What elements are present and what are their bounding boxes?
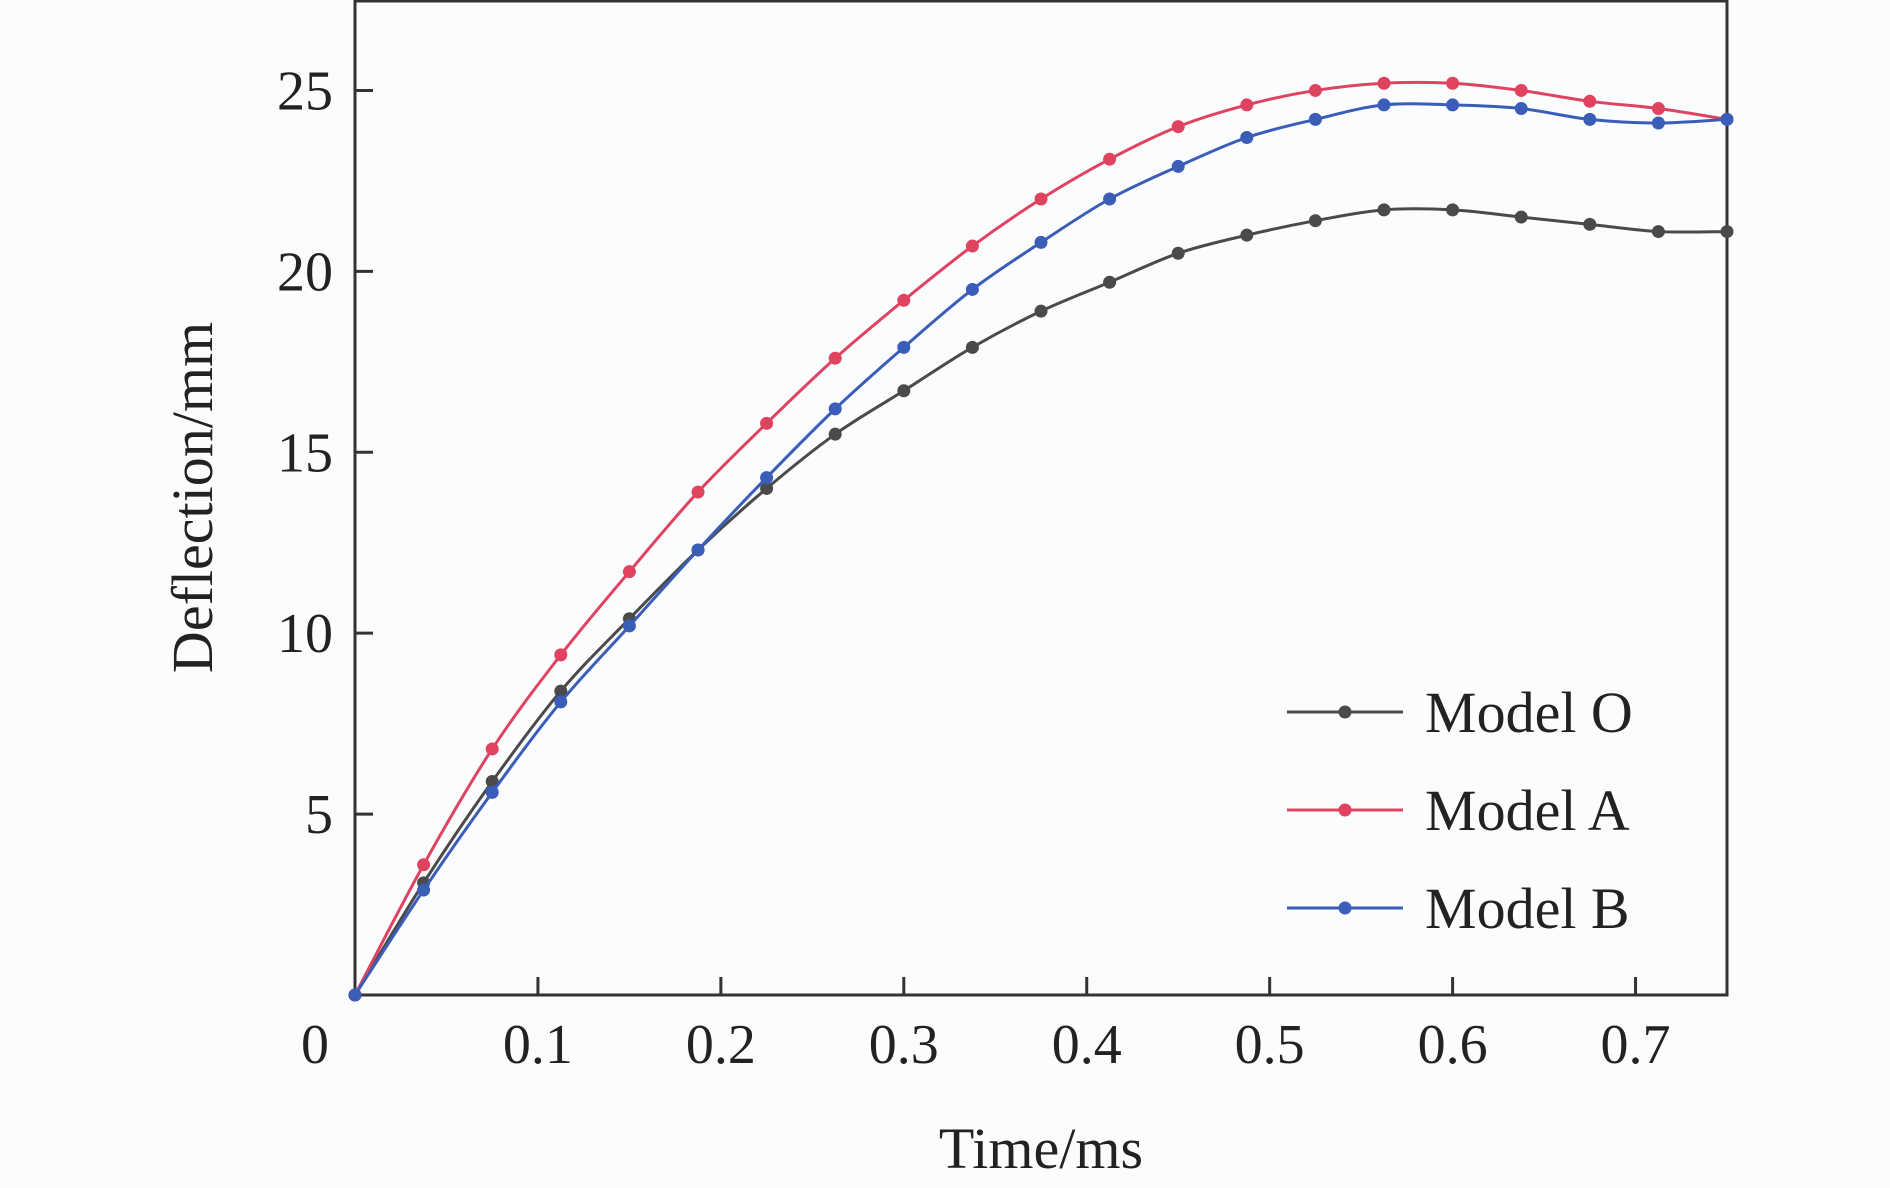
data-point-model-b xyxy=(1308,112,1322,126)
y-tick-label: 5 xyxy=(305,784,333,846)
x-axis-title: Time/ms xyxy=(939,1116,1143,1181)
data-point-model-a xyxy=(417,858,431,872)
plot-border xyxy=(353,0,1729,997)
series-line-model-o xyxy=(353,207,1728,996)
x-tick-label: 0.7 xyxy=(1601,1014,1671,1076)
data-point-model-o xyxy=(1651,225,1665,239)
data-point-model-b xyxy=(1446,98,1460,112)
data-point-model-a xyxy=(1240,98,1254,112)
data-point-model-o xyxy=(897,384,911,398)
data-point-model-a xyxy=(1034,192,1048,206)
data-point-model-b xyxy=(897,340,911,354)
data-point-model-a xyxy=(1583,94,1597,108)
legend-marker xyxy=(1338,705,1352,719)
data-point-model-a xyxy=(691,485,705,499)
data-point-model-b xyxy=(1171,159,1185,173)
data-point-model-a xyxy=(1651,102,1665,116)
data-point-model-o xyxy=(1034,304,1048,318)
series-line-model-a xyxy=(353,80,1728,996)
data-point-model-b xyxy=(1720,112,1734,126)
data-point-model-a xyxy=(554,648,568,662)
axis-ticks xyxy=(355,88,1638,995)
data-point-model-b xyxy=(1103,192,1117,206)
data-point-model-o xyxy=(554,684,568,698)
data-point-model-b xyxy=(965,282,979,296)
data-point-model-a xyxy=(622,565,636,579)
data-point-model-o xyxy=(1103,275,1117,289)
data-point-model-b xyxy=(1514,102,1528,116)
data-point-model-a xyxy=(1103,152,1117,166)
data-point-model-a xyxy=(1377,76,1391,90)
plot-frame xyxy=(353,0,1729,997)
data-point-model-a xyxy=(828,351,842,365)
data-point-model-o xyxy=(1240,228,1254,242)
data-point-model-o xyxy=(1171,246,1185,260)
data-point-model-b xyxy=(1240,130,1254,144)
data-point-model-o xyxy=(965,340,979,354)
x-tick-label: 0.2 xyxy=(686,1014,756,1076)
legend-item-model-a: Model A xyxy=(1287,778,1630,843)
x-tick-label: 0.6 xyxy=(1418,1014,1488,1076)
data-point-model-b xyxy=(828,402,842,416)
legend-item-model-o: Model O xyxy=(1287,680,1633,745)
axis-tick-labels: 0.1 0.2 0.3 0.4 0.5 0.6 0.7 5 10 15 20 25 xyxy=(277,60,1671,1076)
data-point-model-a xyxy=(897,293,911,307)
x-tick-label: 0.1 xyxy=(503,1014,573,1076)
legend-item-model-b: Model B xyxy=(1287,876,1630,941)
data-point-model-o xyxy=(828,427,842,441)
data-point-model-a xyxy=(1514,83,1528,97)
x-tick-label: 0.3 xyxy=(869,1014,939,1076)
data-point-model-b xyxy=(485,785,499,799)
data-point-model-o xyxy=(1446,203,1460,217)
data-point-model-o xyxy=(1377,203,1391,217)
data-point-model-a xyxy=(760,416,774,430)
data-point-model-o xyxy=(1308,214,1322,228)
data-point-model-b xyxy=(417,883,431,897)
data-point-model-b xyxy=(622,619,636,633)
y-axis-title: Deflection/mm xyxy=(160,322,225,673)
data-point-model-a xyxy=(1308,83,1322,97)
data-point-model-b xyxy=(1034,235,1048,249)
origin-tick-label: 0 xyxy=(301,1014,329,1076)
data-point-model-b xyxy=(554,695,568,709)
legend: Model O Model A Model B xyxy=(1287,680,1633,941)
legend-marker xyxy=(1338,901,1352,915)
legend-label: Model A xyxy=(1425,778,1630,843)
data-point-model-o xyxy=(485,775,499,789)
x-tick-label: 0.5 xyxy=(1235,1014,1305,1076)
legend-marker xyxy=(1338,803,1352,817)
data-point-model-b xyxy=(691,543,705,557)
data-point-model-a xyxy=(1171,120,1185,134)
data-point-model-b xyxy=(1377,98,1391,112)
y-tick-label: 20 xyxy=(277,241,333,303)
data-point-model-a xyxy=(1446,76,1460,90)
series-model-b xyxy=(348,98,1734,1002)
data-point-model-b xyxy=(1651,116,1665,130)
y-tick-label: 15 xyxy=(277,422,333,484)
legend-label: Model B xyxy=(1425,876,1630,941)
data-point-model-b xyxy=(760,471,774,485)
x-tick-label: 0.4 xyxy=(1052,1014,1122,1076)
data-point-model-o xyxy=(1514,210,1528,224)
data-point-model-a xyxy=(965,239,979,253)
data-point-model-o xyxy=(1720,225,1734,239)
legend-label: Model O xyxy=(1425,680,1633,745)
data-point-model-b xyxy=(348,988,362,1002)
series-group xyxy=(348,76,1734,1002)
y-tick-label: 25 xyxy=(277,60,333,122)
data-point-model-o xyxy=(760,481,774,495)
data-point-model-b xyxy=(1583,112,1597,126)
data-point-model-o xyxy=(1583,217,1597,231)
data-point-model-a xyxy=(485,742,499,756)
y-tick-label: 10 xyxy=(277,603,333,665)
